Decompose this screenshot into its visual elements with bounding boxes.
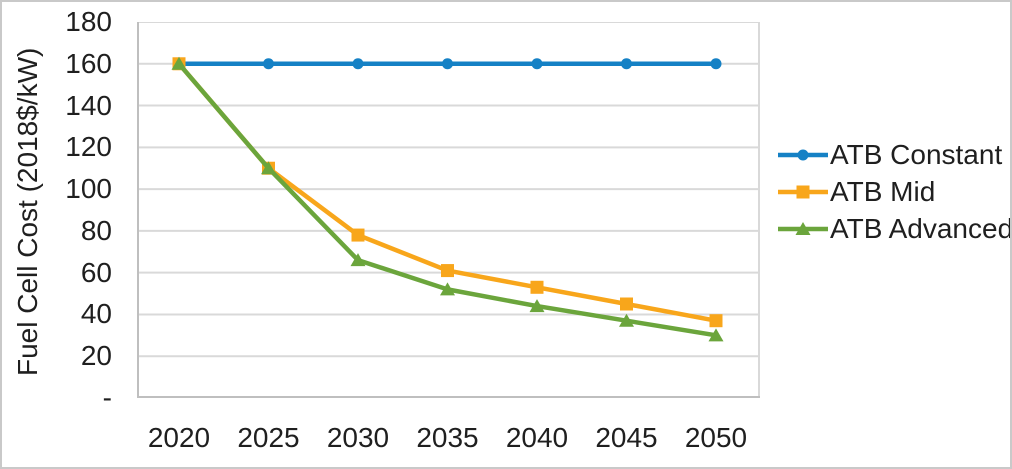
legend-marker-atb-advanced xyxy=(795,221,811,235)
legend-label: ATB Advanced xyxy=(830,212,1012,244)
y-axis-tick-label: 20 xyxy=(80,340,112,372)
legend-label: ATB Constant xyxy=(830,138,1003,170)
y-axis-title: Fuel Cell Cost (2018$/kW) xyxy=(12,47,43,377)
data-point-atb-mid xyxy=(530,280,544,294)
legend-label: ATB Mid xyxy=(830,175,936,207)
data-point-atb-mid xyxy=(709,314,723,328)
legend-item-atb-constant: ATB Constant xyxy=(778,136,1010,173)
y-axis-tick-label: 80 xyxy=(80,214,112,246)
data-point-atb-advanced xyxy=(261,161,276,175)
legend-item-atb-advanced: ATB Advanced xyxy=(778,210,1012,247)
legend-item-atb-mid: ATB Mid xyxy=(778,173,1010,210)
series-line-atb-mid xyxy=(176,61,719,323)
x-axis-tick-label: 2040 xyxy=(505,422,569,453)
data-point-atb-constant xyxy=(531,58,543,70)
y-axis-tick-label: 140 xyxy=(65,89,112,121)
data-point-atb-mid xyxy=(351,228,365,242)
data-point-atb-constant xyxy=(710,58,722,70)
chart-legend: ATB Constant ATB Mid ATB Advanced xyxy=(778,136,1012,247)
legend-marker-atb-constant xyxy=(797,149,809,160)
y-axis-tick-label: - xyxy=(102,382,112,413)
y-axis-tick-label: 180 xyxy=(65,6,112,37)
plot-area xyxy=(137,22,760,398)
x-axis-tick-label: 2035 xyxy=(416,422,479,453)
x-axis-tick-label: 2025 xyxy=(237,422,300,453)
x-axis-tick-label: 2030 xyxy=(326,422,390,453)
y-axis-tick-label: 100 xyxy=(65,173,112,205)
data-point-atb-advanced xyxy=(708,328,724,342)
data-point-atb-advanced xyxy=(619,313,634,327)
legend-circle-marker-icon xyxy=(778,149,828,160)
data-point-atb-advanced xyxy=(350,253,366,267)
x-axis-tick-label: 2045 xyxy=(595,422,658,453)
y-axis-tick-label: 120 xyxy=(65,131,112,163)
data-point-atb-advanced xyxy=(440,282,455,296)
data-point-atb-constant xyxy=(352,58,364,70)
x-axis-tick-label: 2020 xyxy=(147,422,211,453)
data-point-atb-constant xyxy=(621,58,632,70)
legend-marker-atb-mid xyxy=(796,185,810,198)
data-point-atb-advanced xyxy=(171,56,187,70)
data-point-atb-constant xyxy=(263,58,274,70)
legend-triangle-marker-icon xyxy=(778,221,828,235)
data-point-atb-constant xyxy=(442,58,453,70)
y-axis-tick-label: 40 xyxy=(80,298,112,330)
data-point-atb-mid xyxy=(620,297,633,311)
y-axis-tick-label: 60 xyxy=(80,256,112,288)
data-point-atb-advanced xyxy=(529,299,545,313)
y-axis-tick-label: 160 xyxy=(65,47,112,79)
x-axis-tick-label: 2050 xyxy=(684,422,748,453)
data-point-atb-mid xyxy=(441,264,454,278)
legend-square-marker-icon xyxy=(778,185,828,198)
